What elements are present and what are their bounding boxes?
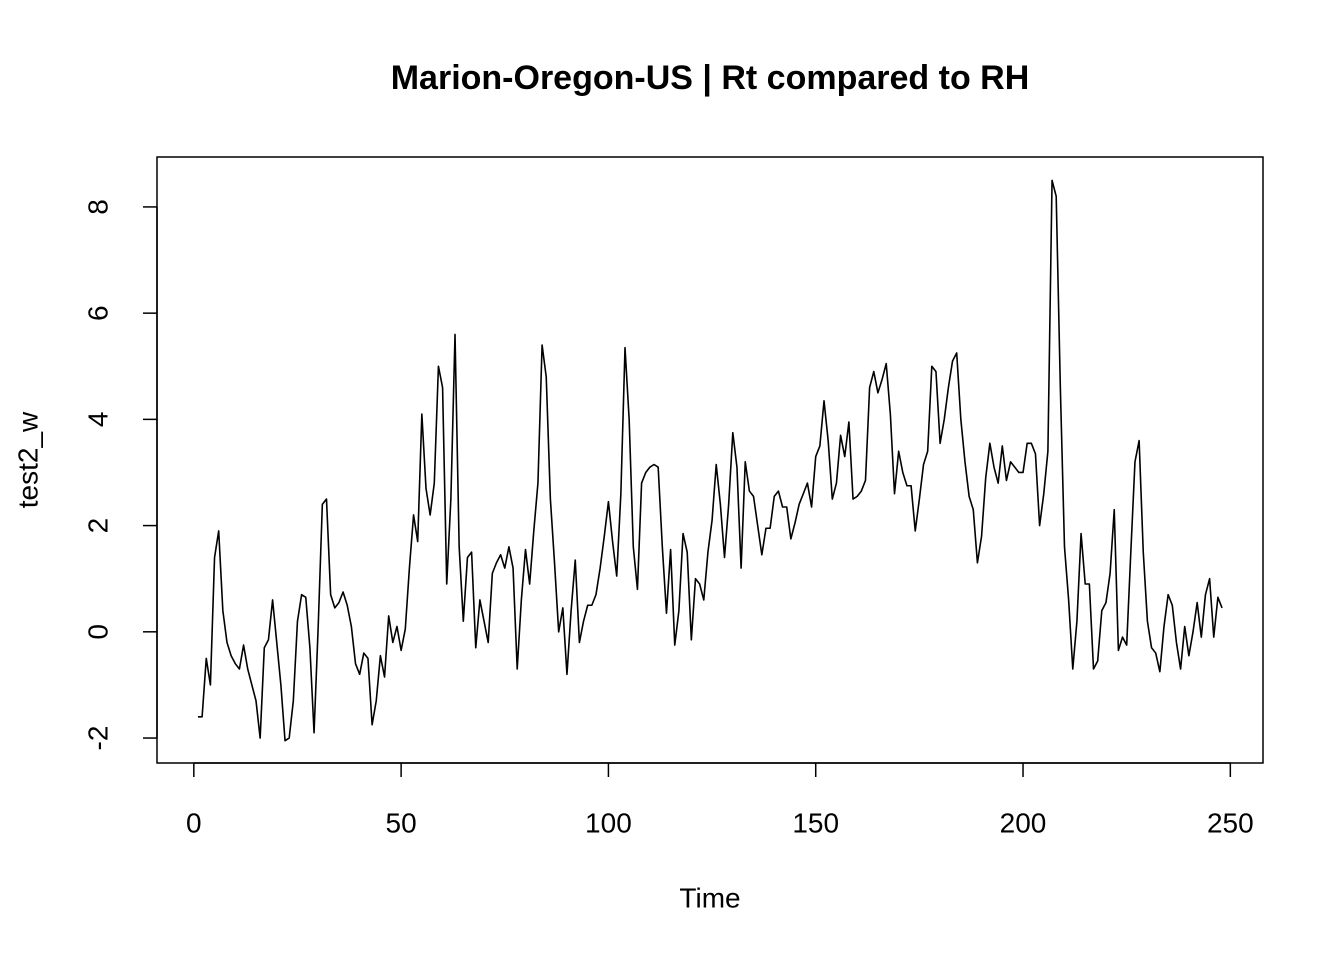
y-tick-label: 0 (82, 624, 113, 640)
x-tick-label: 200 (1000, 807, 1047, 838)
y-tick-label: -2 (82, 726, 113, 751)
series-line (197, 179, 1223, 742)
y-tick-label: 6 (82, 305, 113, 321)
x-tick-label: 100 (585, 807, 632, 838)
x-tick-label: 0 (186, 807, 202, 838)
x-tick-label: 150 (792, 807, 839, 838)
y-tick-label: 8 (82, 199, 113, 215)
y-tick-label: 4 (82, 412, 113, 428)
y-axis-title: test2_w (12, 411, 43, 508)
x-axis-title: Time (679, 882, 740, 913)
x-tick-label: 50 (386, 807, 417, 838)
x-tick-label: 250 (1207, 807, 1254, 838)
chart-title: Marion-Oregon-US | Rt compared to RH (391, 59, 1030, 97)
y-tick-label: 2 (82, 518, 113, 534)
